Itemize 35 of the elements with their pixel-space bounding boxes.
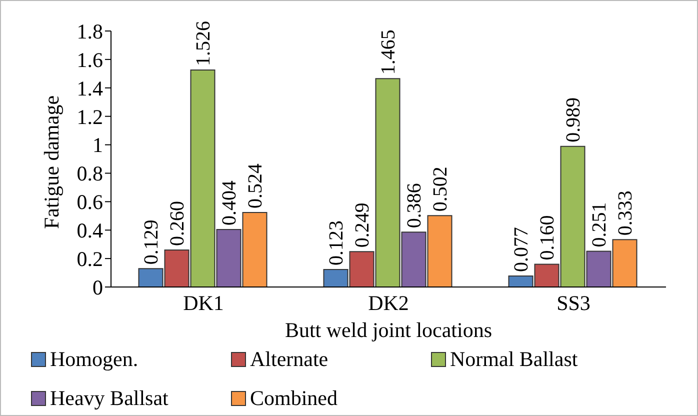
legend-label: Homogen. [50, 347, 138, 372]
y-tick-label: 0.6 [76, 190, 103, 214]
data-label: 0.502 [430, 166, 452, 212]
x-tick-label: SS3 [556, 290, 590, 315]
legend-label: Alternate [250, 347, 328, 372]
x-axis-title: Butt weld joint locations [284, 318, 492, 342]
y-tick-label: 0 [92, 275, 103, 300]
data-label: 1.465 [378, 30, 400, 75]
data-label: 0.386 [404, 183, 426, 228]
data-label: 0.251 [588, 202, 611, 248]
data-label: 0.160 [536, 215, 559, 260]
data-label: 0.129 [140, 220, 163, 265]
y-tick-label: 0.2 [76, 247, 103, 272]
data-label: 0.123 [326, 220, 348, 266]
data-label: 0.260 [166, 201, 189, 246]
y-tick-label: 0.4 [76, 218, 104, 243]
y-tick-label: 0.8 [76, 162, 103, 186]
data-label: 0.989 [562, 97, 585, 142]
data-label: 0.333 [614, 190, 637, 236]
legend-label: Normal Ballast [450, 347, 578, 372]
y-tick-label: 1 [92, 133, 103, 158]
data-label: 0.404 [218, 180, 241, 226]
data-label: 1.526 [192, 20, 215, 66]
data-label: 0.524 [244, 163, 267, 208]
y-tick-label: 1.2 [76, 104, 103, 129]
y-tick-label: 1.8 [76, 19, 103, 44]
y-tick-label: 1.6 [76, 48, 103, 72]
data-label: 0.077 [510, 227, 533, 272]
y-tick-label: 1.4 [76, 76, 104, 100]
data-label: 0.249 [352, 202, 374, 248]
legend-label: Heavy Ballsat [50, 386, 168, 411]
x-tick-label: DK2 [368, 290, 409, 315]
y-axis-title: Fatigue damage [39, 95, 64, 229]
x-tick-label: DK1 [183, 290, 224, 315]
legend-label: Combined [250, 386, 338, 411]
